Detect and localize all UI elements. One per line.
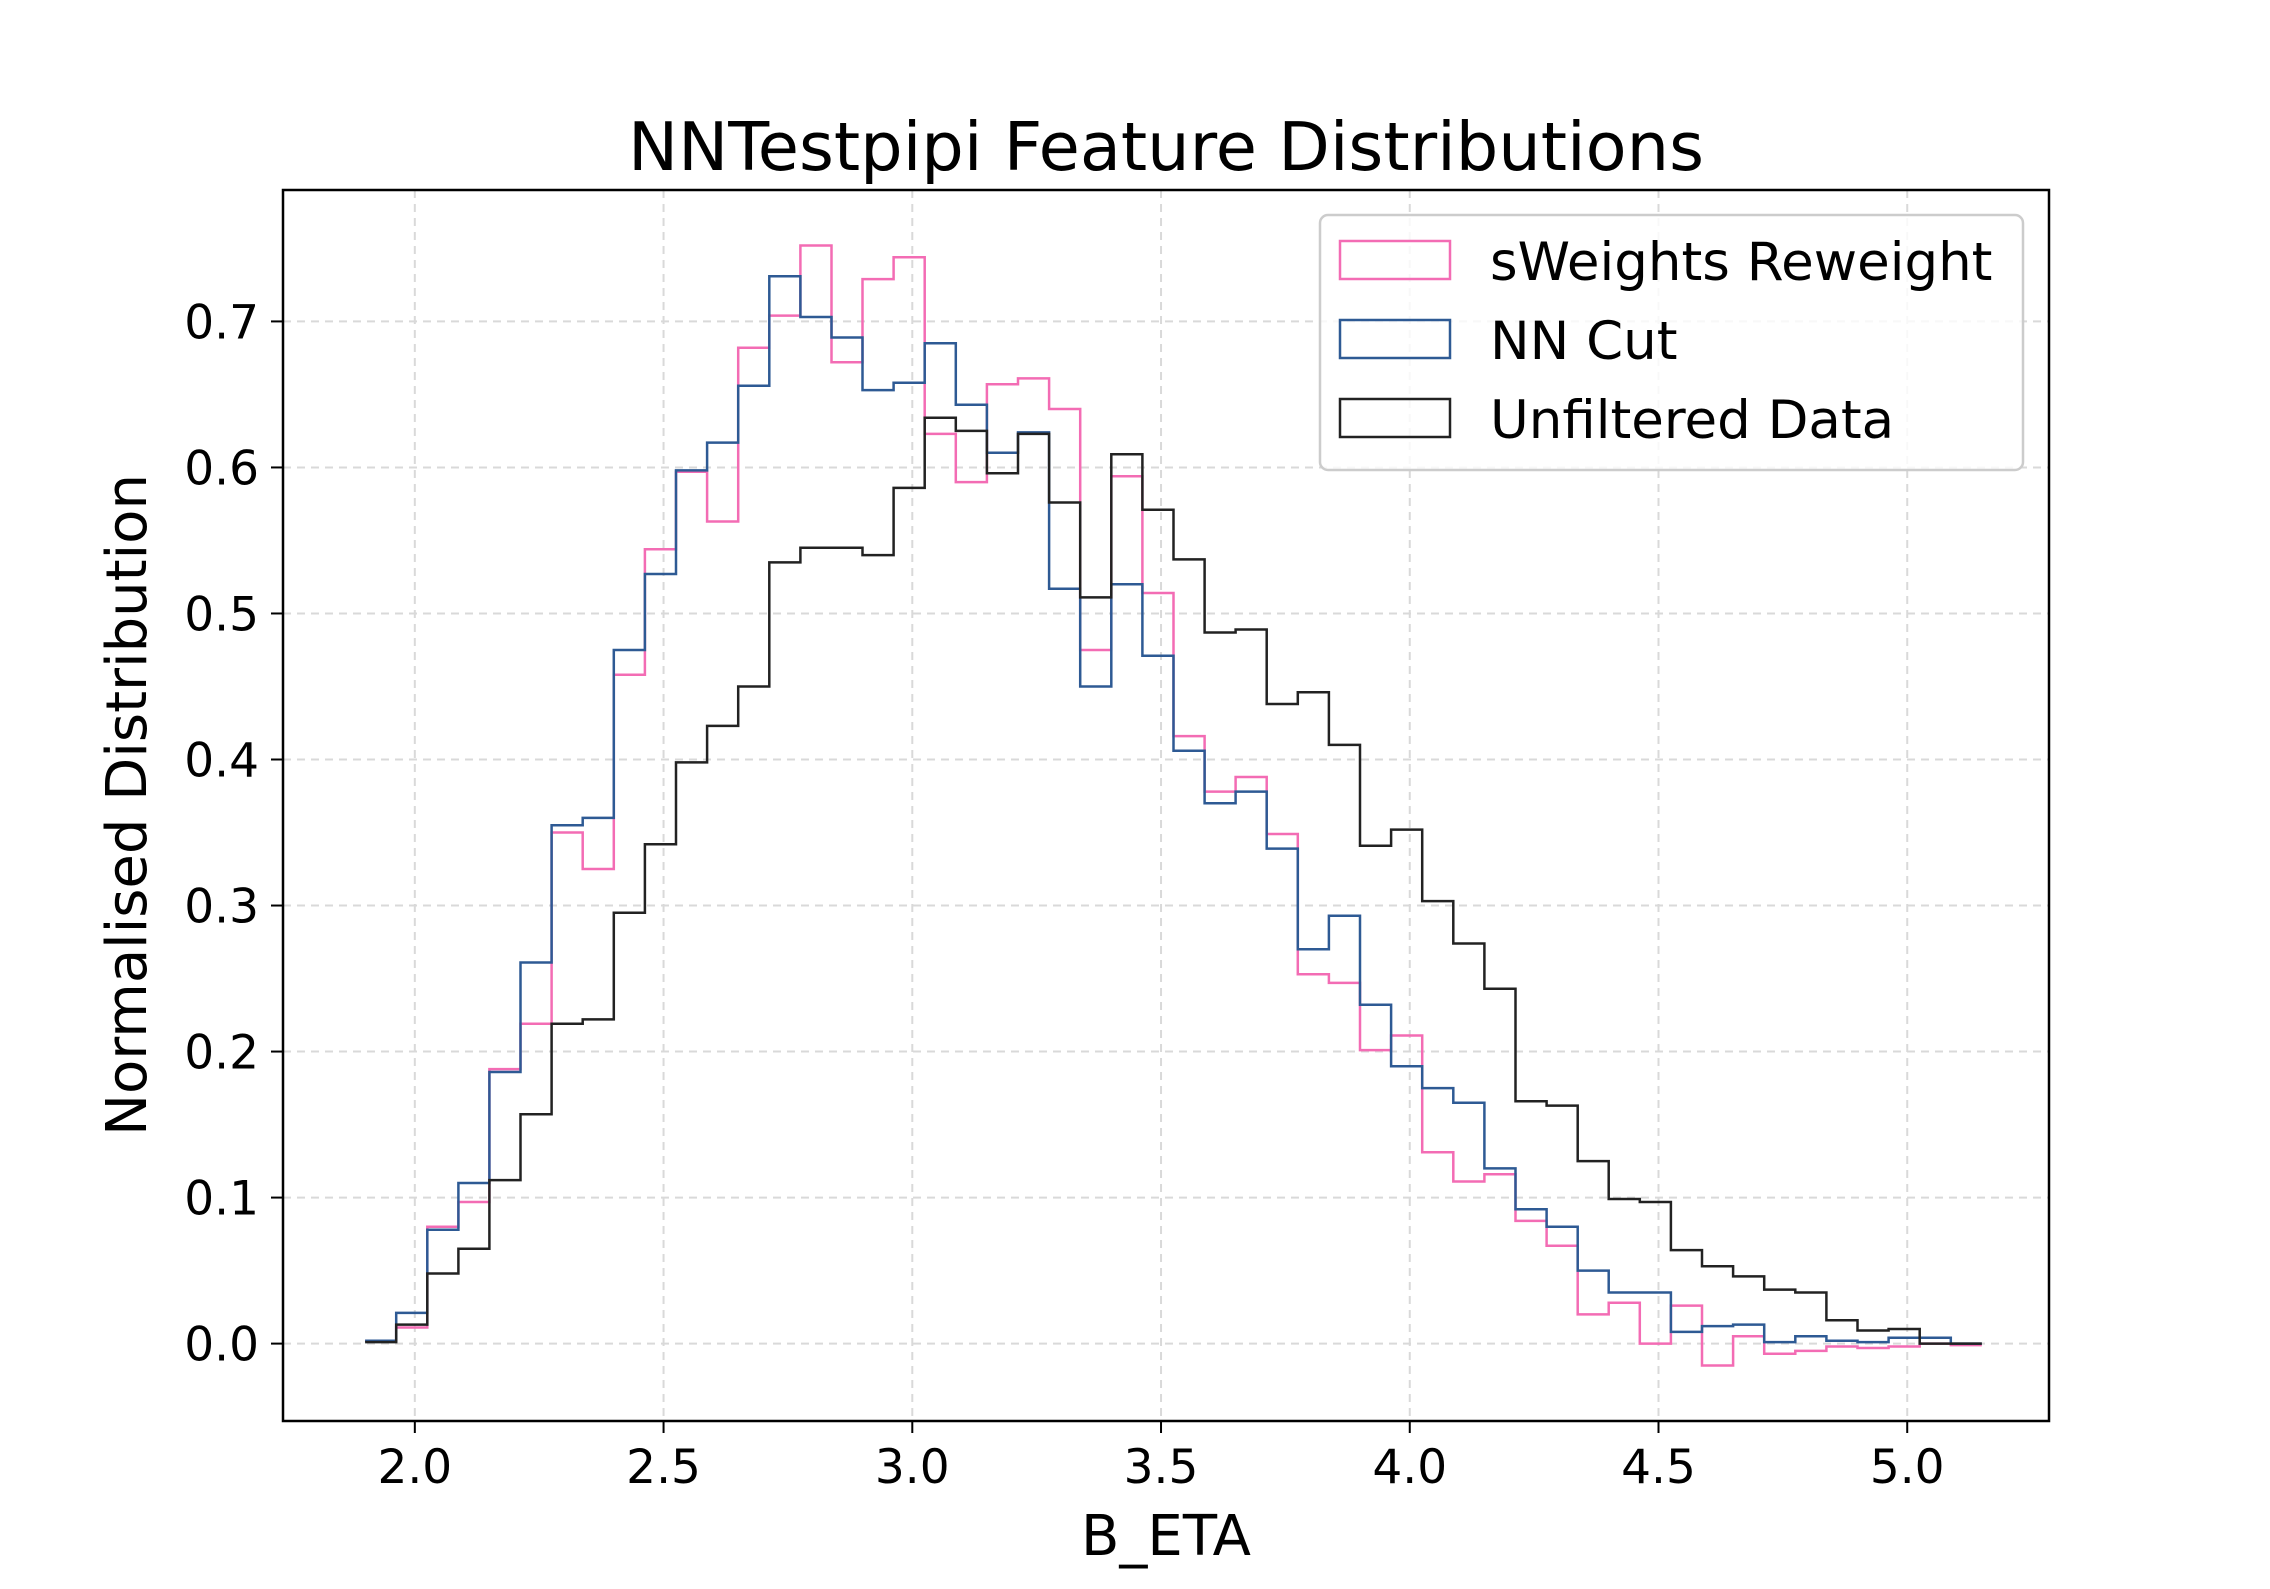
y-tick-label: 0.5 [184, 587, 259, 642]
y-tick-label: 0.0 [184, 1318, 259, 1373]
x-tick-label: 3.0 [875, 1440, 950, 1495]
y-tick-label: 0.6 [184, 441, 259, 496]
legend-label-sweights: sWeights Reweight [1490, 232, 1992, 293]
chart-title: NNTestpipi Feature Distributions [628, 108, 1704, 186]
y-axis-label: Normalised Distribution [95, 474, 160, 1136]
legend-label-nn-cut: NN Cut [1490, 311, 1678, 372]
x-axis-label: B_ETA [1081, 1504, 1251, 1569]
y-tick-label: 0.2 [184, 1026, 259, 1081]
y-tick-label: 0.7 [184, 295, 259, 350]
x-tick-label: 4.5 [1621, 1440, 1696, 1495]
x-tick-label: 4.0 [1372, 1440, 1447, 1495]
y-tick-label: 0.3 [184, 880, 259, 935]
x-tick-label: 2.5 [626, 1440, 701, 1495]
y-tick-label: 0.1 [184, 1172, 259, 1227]
series-line-unfiltered-data [365, 418, 1982, 1344]
legend: sWeights Reweight NN Cut Unfiltered Data [1320, 215, 2023, 470]
axes-layer: 2.0 2.5 3.0 3.5 4.0 4.5 5.0 0.0 0.1 0.2 0.3 0.4 0.5 0… [184, 295, 1944, 1495]
legend-label-unfiltered: Unfiltered Data [1490, 390, 1894, 451]
x-tick-label: 5.0 [1870, 1440, 1945, 1495]
x-tick-label: 3.5 [1124, 1440, 1199, 1495]
y-tick-label: 0.4 [184, 734, 259, 789]
x-tick-label: 2.0 [377, 1440, 452, 1495]
